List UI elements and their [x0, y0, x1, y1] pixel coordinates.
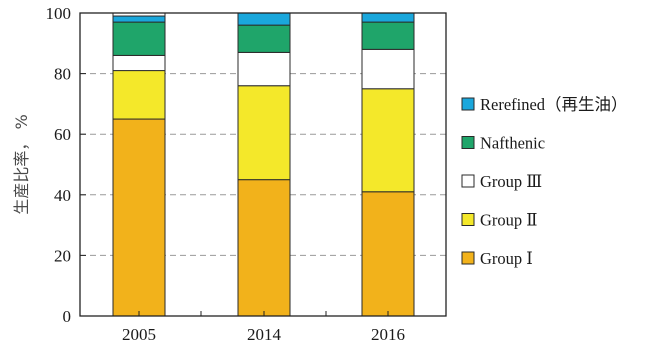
y-tick-label-0: 0: [63, 307, 72, 326]
bar-2014-series-3: [237, 24, 291, 53]
legend-label: Group Ⅲ: [480, 172, 542, 191]
legend-swatch: [461, 251, 475, 265]
tick-labels: 2005 2014 2016 0 20 40 60 80 100: [46, 4, 406, 344]
bar-2005-series-4: [112, 15, 166, 23]
bar-2014-series-1: [237, 85, 291, 181]
y-tick-label-100: 100: [46, 4, 72, 23]
legend-swatch: [461, 136, 475, 149]
bar-2005-series-2: [112, 54, 166, 72]
legend-label: Rerefined（再生油）: [480, 95, 628, 114]
x-tick-label-2005: 2005: [122, 325, 156, 344]
legend-item-3: Group Ⅱ: [461, 211, 538, 230]
bar-2005-series-0: [112, 118, 166, 317]
bar-2016-series-3: [361, 21, 415, 50]
bars: [112, 12, 415, 317]
y-tick-label-20: 20: [54, 246, 71, 265]
legend-item-1: Nafthenic: [461, 134, 545, 153]
y-axis-label: 生産比率， %: [12, 114, 31, 214]
bar-2014-series-4: [237, 12, 291, 26]
legend-label: Group Ⅰ: [480, 249, 533, 268]
legend-item-0: Rerefined（再生油）: [461, 95, 628, 114]
x-tick-label-2016: 2016: [371, 325, 405, 344]
legend-item-2: Group Ⅲ: [461, 172, 542, 191]
legend-label: Group Ⅱ: [480, 211, 538, 230]
y-tick-label-40: 40: [54, 186, 71, 205]
legend-swatch: [461, 174, 475, 188]
bar-2016-series-1: [361, 88, 415, 193]
plot-frame: [79, 12, 447, 317]
legend-label: Nafthenic: [480, 134, 545, 153]
bar-2005-series-1: [112, 70, 166, 120]
y-tick-label-60: 60: [54, 125, 71, 144]
bar-2016-series-2: [361, 48, 415, 90]
x-tick-label-2014: 2014: [247, 325, 282, 344]
bar-2005-series-3: [112, 21, 166, 56]
bar-2016-series-0: [361, 191, 415, 317]
axes: [79, 12, 447, 317]
legend: Rerefined（再生油） Nafthenic Group Ⅲ Group Ⅱ Gro…: [461, 95, 628, 268]
bar-2014-series-2: [237, 51, 291, 87]
legend-swatch: [461, 97, 475, 111]
bar-2016-series-4: [361, 12, 415, 23]
legend-swatch: [461, 213, 475, 226]
bar-2014-series-0: [237, 179, 291, 317]
y-tick-label-80: 80: [54, 65, 71, 84]
legend-item-4: Group Ⅰ: [461, 249, 533, 268]
